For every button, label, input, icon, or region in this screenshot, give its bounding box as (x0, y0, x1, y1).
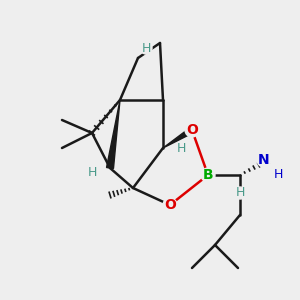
Circle shape (273, 169, 283, 179)
Circle shape (163, 198, 177, 212)
Text: N: N (258, 153, 270, 167)
Text: H: H (235, 187, 245, 200)
Circle shape (175, 142, 187, 154)
Circle shape (234, 187, 246, 199)
Text: B: B (203, 168, 213, 182)
Circle shape (86, 167, 98, 179)
Text: H: H (141, 41, 151, 55)
Text: H: H (176, 142, 186, 154)
Circle shape (185, 123, 199, 137)
Text: O: O (186, 123, 198, 137)
Circle shape (140, 42, 152, 54)
Polygon shape (106, 100, 120, 169)
Circle shape (257, 153, 271, 167)
Text: O: O (164, 198, 176, 212)
Polygon shape (163, 128, 194, 148)
Text: H: H (87, 167, 97, 179)
Circle shape (201, 168, 215, 182)
Text: H: H (273, 167, 283, 181)
